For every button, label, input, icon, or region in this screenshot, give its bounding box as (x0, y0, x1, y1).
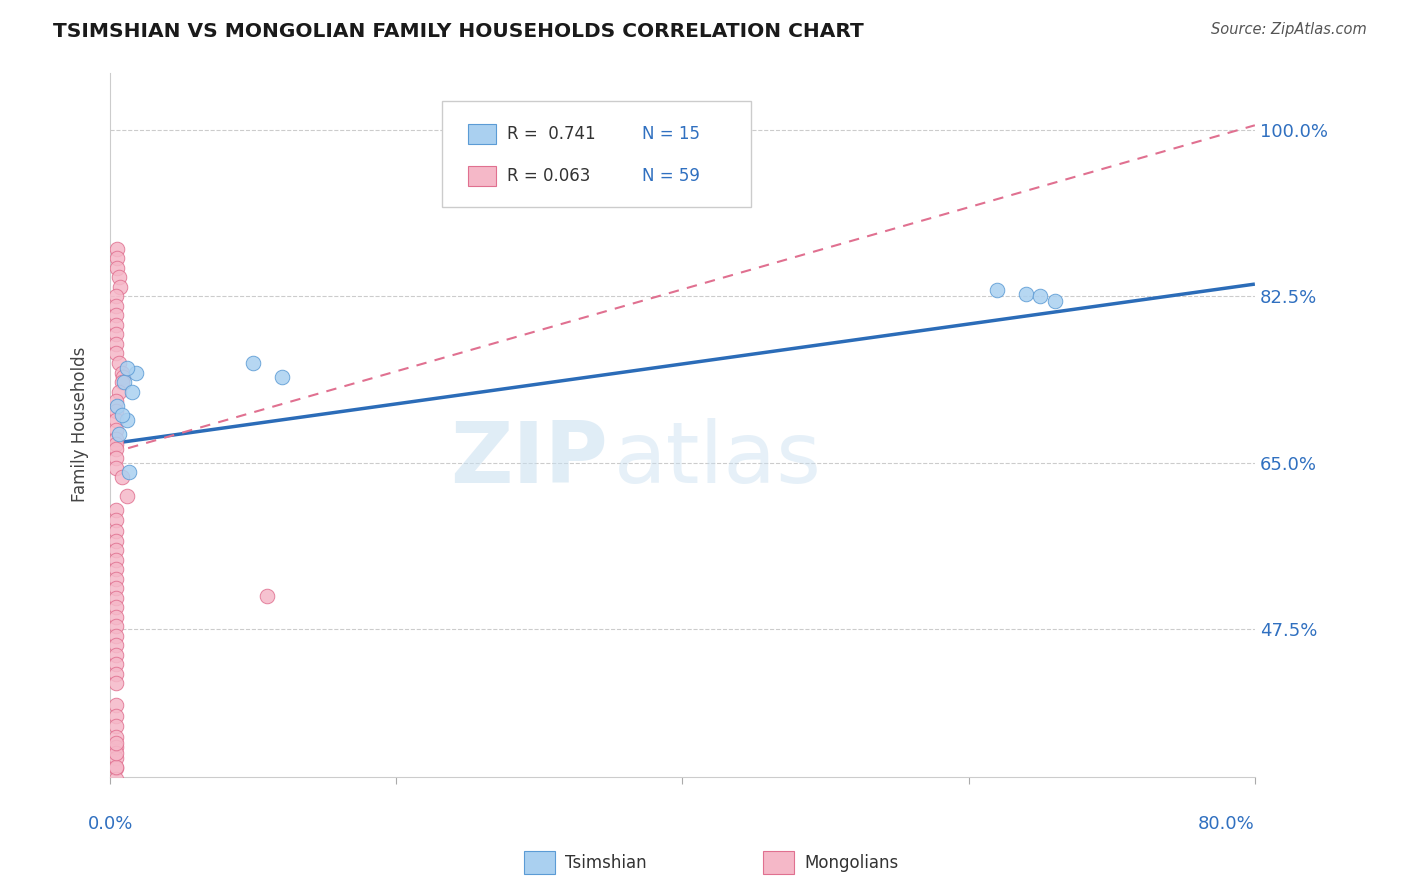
Point (104, 772, 127, 786)
Point (104, 394, 127, 409)
Point (104, 591, 127, 605)
Point (104, 503, 127, 517)
Point (104, 309, 127, 323)
Point (104, 629, 127, 643)
Text: R = 0.063: R = 0.063 (508, 167, 591, 185)
Point (104, 648, 127, 662)
Point (111, 370, 134, 384)
Point (104, 708, 127, 723)
Point (104, 413, 127, 427)
Point (125, 366, 148, 380)
Text: R =  0.741: R = 0.741 (508, 125, 596, 143)
Point (104, 437, 127, 451)
Point (104, 657, 127, 672)
Text: ZIP: ZIP (450, 418, 607, 501)
Text: 80.0%: 80.0% (1198, 815, 1256, 833)
Point (242, 356, 264, 370)
Point (104, 562, 127, 576)
Point (986, 283, 1008, 297)
Text: atlas: atlas (614, 418, 821, 501)
Point (104, 553, 127, 567)
Point (104, 750, 127, 764)
Point (104, 299, 127, 313)
Point (256, 589, 278, 603)
Text: Tsimshian: Tsimshian (565, 854, 647, 871)
Point (104, 432, 127, 446)
Point (104, 600, 127, 615)
Point (104, 533, 127, 548)
Point (104, 327, 127, 342)
Text: N = 59: N = 59 (643, 167, 700, 185)
Point (104, 451, 127, 466)
Point (104, 610, 127, 624)
FancyBboxPatch shape (468, 124, 496, 144)
Point (107, 356, 129, 370)
Point (110, 470, 132, 484)
Point (1015, 286, 1038, 301)
Point (117, 413, 139, 427)
Point (108, 280, 131, 294)
Point (105, 242, 128, 256)
Point (117, 489, 139, 503)
Point (112, 375, 135, 389)
Y-axis label: Family Households: Family Households (72, 347, 89, 502)
Point (104, 730, 127, 744)
Point (104, 423, 127, 437)
Point (105, 252, 128, 266)
Text: N = 15: N = 15 (643, 125, 700, 143)
Point (104, 639, 127, 653)
Point (104, 543, 127, 558)
Text: TSIMSHIAN VS MONGOLIAN FAMILY HOUSEHOLDS CORRELATION CHART: TSIMSHIAN VS MONGOLIAN FAMILY HOUSEHOLDS… (53, 22, 865, 41)
Point (104, 346, 127, 360)
Text: Source: ZipAtlas.com: Source: ZipAtlas.com (1211, 22, 1367, 37)
Point (104, 403, 127, 417)
Point (104, 582, 127, 596)
Point (104, 289, 127, 303)
Point (104, 513, 127, 527)
Point (110, 366, 132, 380)
Point (117, 360, 139, 375)
Point (104, 676, 127, 690)
Point (110, 375, 132, 389)
Point (107, 384, 129, 399)
Point (104, 698, 127, 713)
Point (1043, 294, 1066, 309)
Point (270, 370, 292, 384)
Point (107, 427, 129, 442)
Point (118, 466, 141, 480)
Point (110, 409, 132, 423)
Point (104, 572, 127, 586)
Point (104, 760, 127, 774)
Text: Mongolians: Mongolians (804, 854, 898, 871)
Point (104, 460, 127, 475)
Point (104, 667, 127, 681)
Point (121, 384, 143, 399)
Point (1029, 289, 1052, 303)
Point (105, 260, 128, 275)
Point (104, 318, 127, 332)
FancyBboxPatch shape (441, 101, 751, 207)
Point (104, 524, 127, 539)
Point (104, 719, 127, 733)
Point (104, 619, 127, 633)
Point (104, 442, 127, 456)
Point (104, 736, 127, 750)
Point (107, 270, 129, 285)
Text: 0.0%: 0.0% (87, 815, 132, 833)
Point (104, 746, 127, 760)
FancyBboxPatch shape (468, 166, 496, 186)
Point (104, 337, 127, 351)
Point (105, 399, 128, 413)
Point (104, 761, 127, 775)
Point (104, 740, 127, 755)
